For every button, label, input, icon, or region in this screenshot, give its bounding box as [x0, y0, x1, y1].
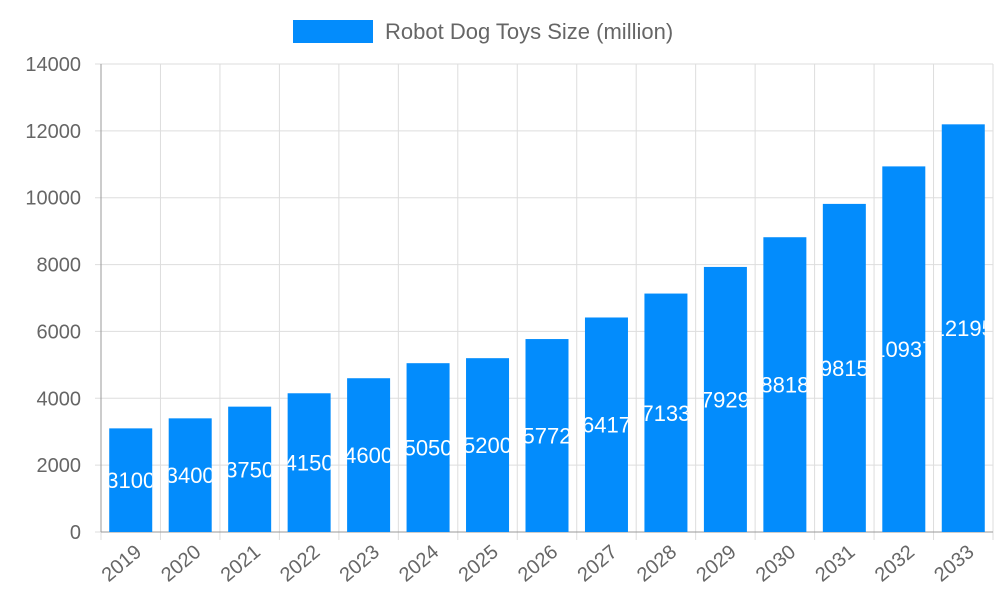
y-tick-label: 8000	[37, 255, 82, 277]
x-tick-label: 2020	[157, 541, 205, 586]
bar[interactable]	[406, 363, 450, 532]
y-tick-label: 10000	[25, 188, 81, 210]
x-tick-label: 2032	[871, 541, 919, 586]
x-tick-label: 2029	[692, 541, 740, 586]
data-label: 5050	[404, 436, 453, 461]
data-label: 4600	[344, 443, 393, 468]
bar[interactable]	[228, 406, 272, 532]
bar[interactable]	[882, 166, 926, 532]
x-tick-label: 2023	[336, 541, 384, 586]
data-label: 3400	[166, 463, 215, 488]
legend-swatch	[293, 20, 373, 43]
data-label: 7929	[701, 387, 750, 412]
x-tick-label: 2019	[98, 541, 146, 586]
bar[interactable]	[109, 428, 153, 532]
bar[interactable]	[822, 203, 866, 533]
bar[interactable]	[763, 237, 807, 532]
y-tick-label: 2000	[37, 455, 82, 477]
y-tick-label: 12000	[25, 121, 81, 143]
y-tick-label: 4000	[37, 388, 82, 410]
data-label: 8818	[760, 373, 809, 398]
bar[interactable]	[644, 293, 688, 532]
y-tick-label: 14000	[25, 54, 81, 76]
x-tick-label: 2031	[811, 541, 859, 586]
x-tick-label: 2030	[752, 541, 800, 586]
data-label: 6417	[582, 413, 631, 438]
bar[interactable]	[703, 266, 747, 532]
bar[interactable]	[168, 418, 212, 532]
x-tick-label: 2026	[514, 541, 562, 586]
data-label: 12195	[933, 316, 994, 341]
data-label: 5772	[523, 424, 572, 449]
x-tick-label: 2022	[276, 541, 324, 586]
x-tick-label: 2024	[395, 541, 443, 586]
data-label: 7133	[641, 401, 690, 426]
data-label: 10937	[873, 337, 934, 362]
x-tick-label: 2025	[455, 541, 503, 586]
data-label: 3750	[225, 457, 274, 482]
x-tick-label: 2028	[633, 541, 681, 586]
y-tick-label: 0	[70, 522, 81, 544]
bar[interactable]	[287, 393, 331, 532]
x-tick-label: 2033	[930, 541, 978, 586]
legend-label[interactable]: Robot Dog Toys Size (million)	[385, 19, 673, 44]
bar[interactable]	[525, 339, 569, 532]
x-tick-label: 2027	[573, 541, 621, 586]
data-label: 5200	[463, 433, 512, 458]
data-label: 4150	[285, 451, 334, 476]
bar[interactable]	[584, 317, 628, 532]
y-tick-label: 6000	[37, 321, 82, 343]
bar[interactable]	[347, 378, 391, 532]
x-tick-label: 2021	[217, 541, 265, 586]
bar[interactable]	[941, 124, 985, 533]
bar[interactable]	[466, 358, 510, 532]
data-label: 3100	[106, 468, 155, 493]
data-label: 9815	[820, 356, 869, 381]
